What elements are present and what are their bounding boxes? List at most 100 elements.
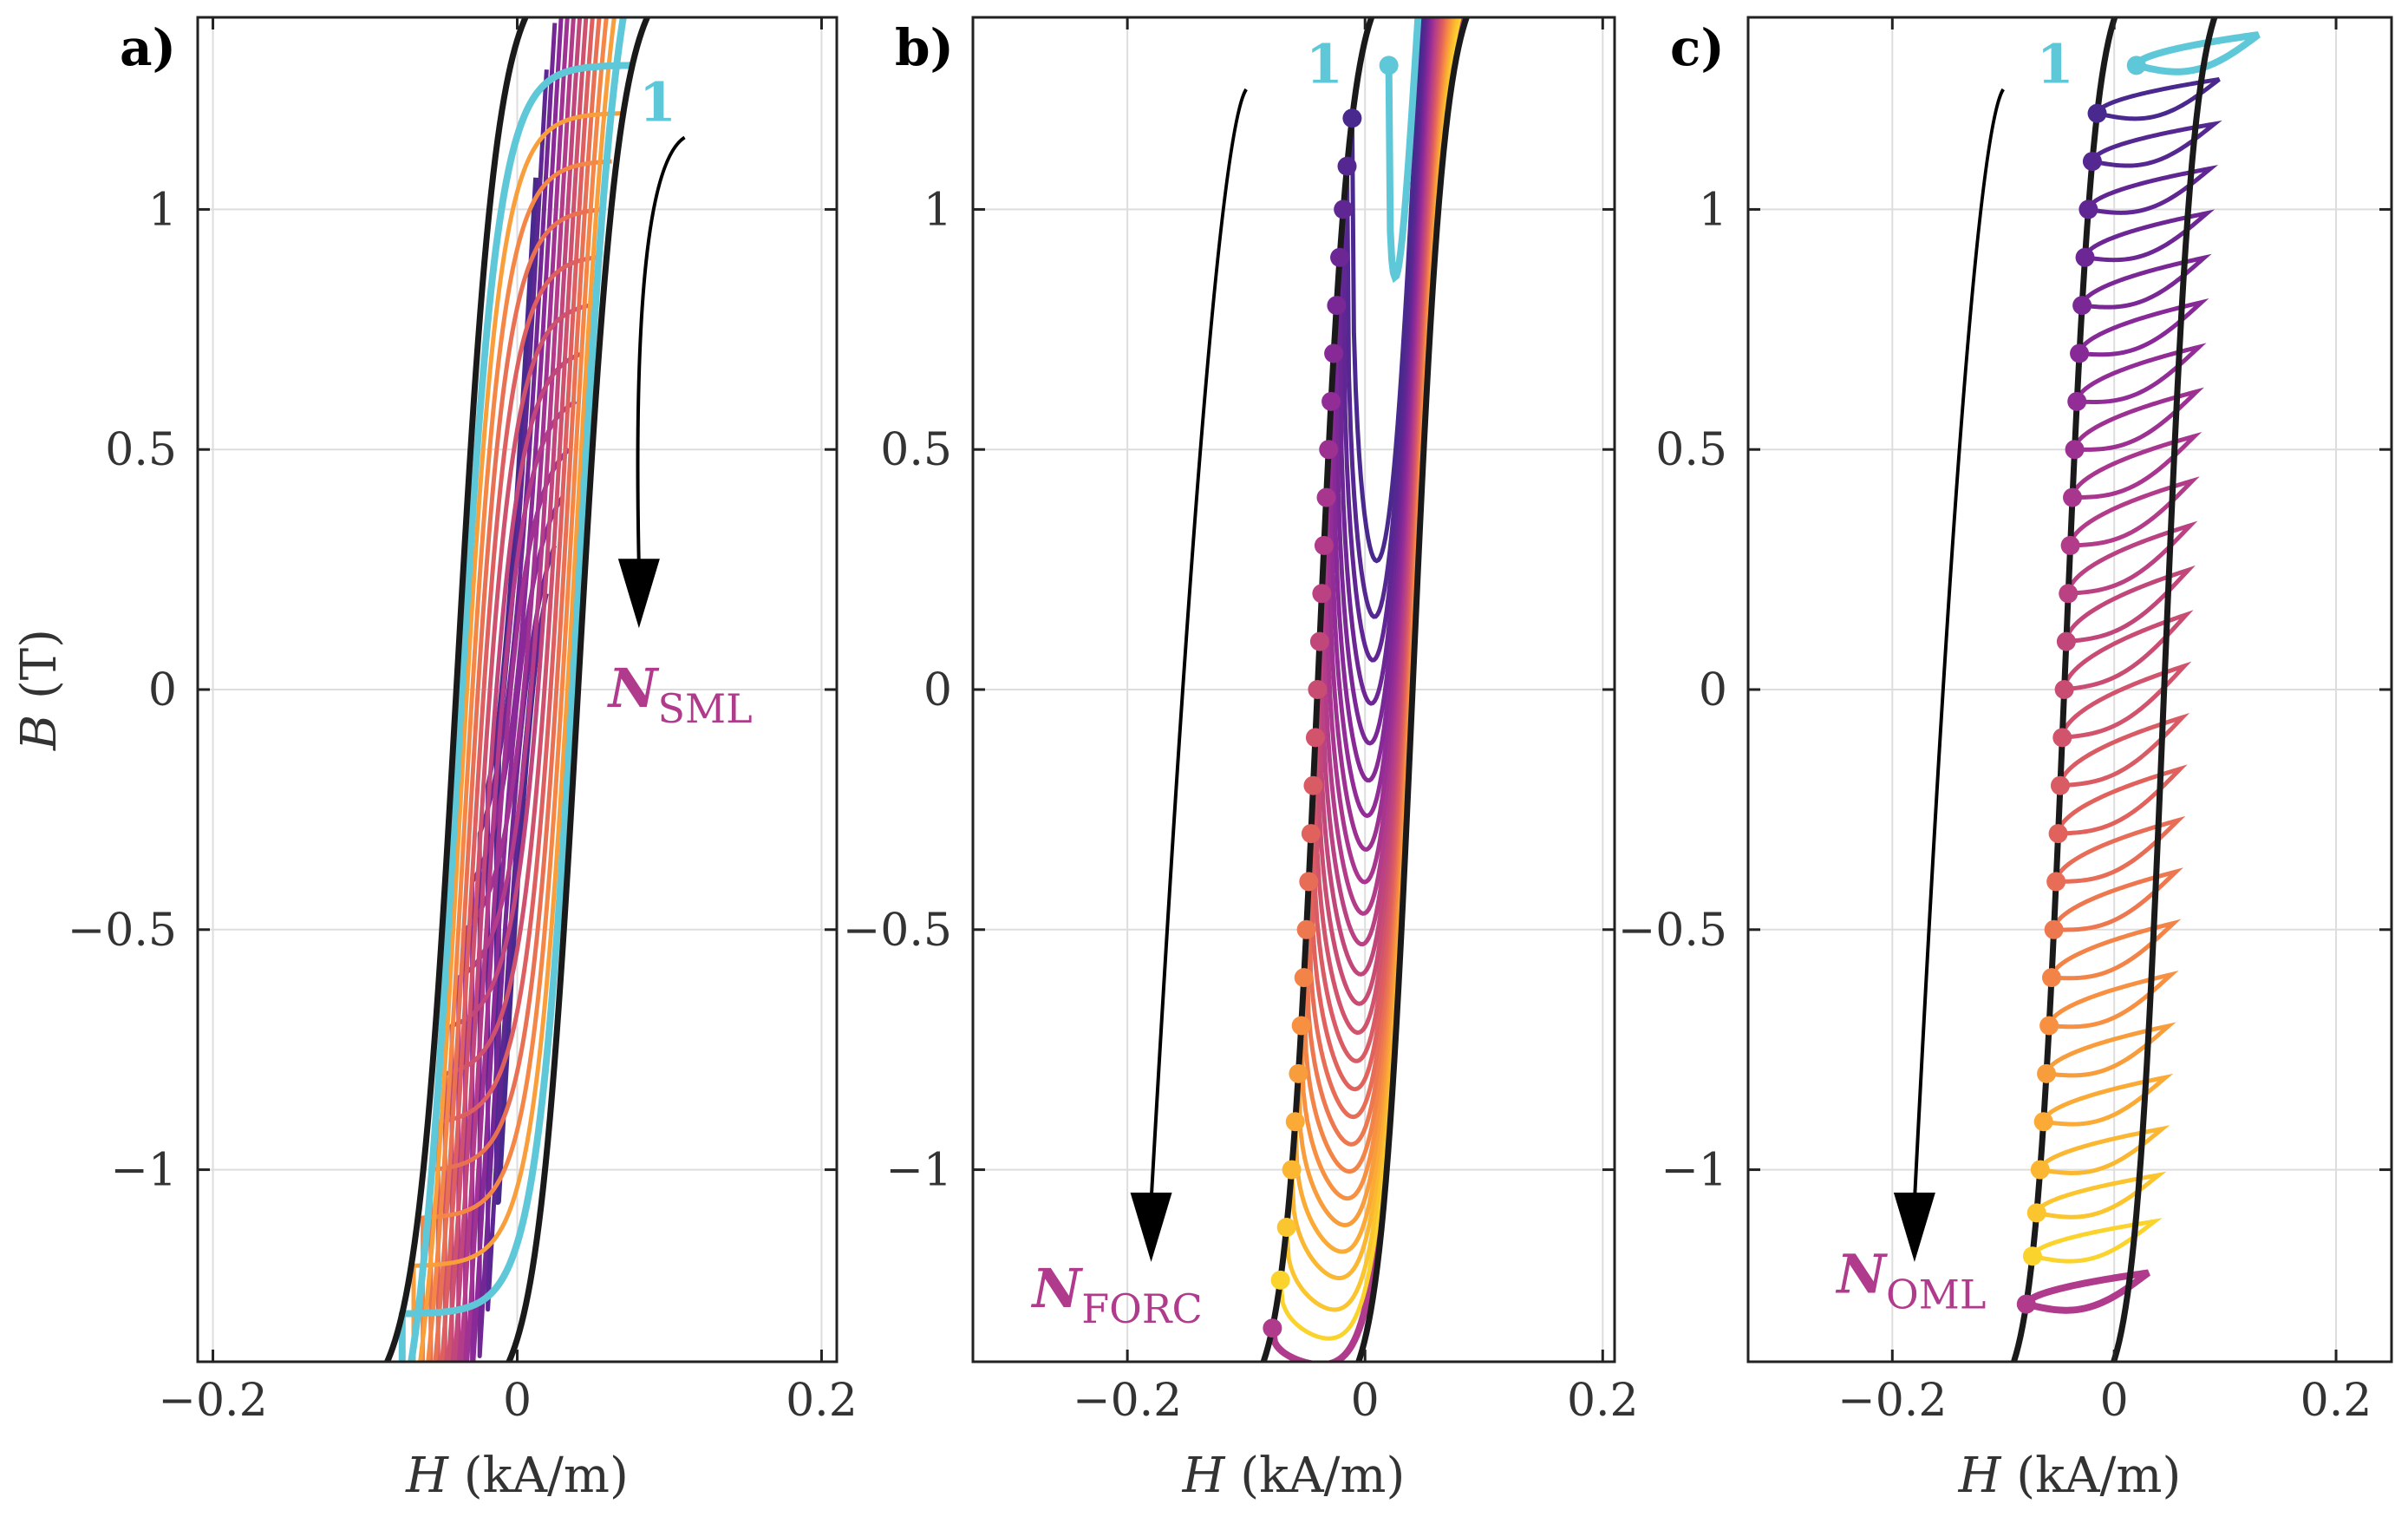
forc-curve	[1345, 17, 1426, 619]
x-axis-label: H (kA/m)	[1182, 1448, 1406, 1504]
reversal-point-marker	[2075, 247, 2095, 267]
y-axis-label: B (T)	[11, 629, 68, 751]
forc-curve	[1310, 17, 1444, 1063]
forc-curve	[1313, 17, 1442, 1036]
forc-curve	[1299, 17, 1452, 1201]
reversal-point-marker	[1294, 968, 1314, 988]
last-loop-label: NSML	[607, 657, 753, 732]
major-loop-ascending	[506, 17, 651, 1362]
reversal-point-marker	[1327, 296, 1347, 316]
offset-minor-loop	[2064, 565, 2196, 644]
direction-arrow	[1149, 88, 1248, 1202]
forc-curve	[1337, 17, 1429, 706]
offset-minor-loop	[2072, 387, 2204, 452]
reversal-point-marker	[2082, 152, 2102, 172]
x-axis-label-unit: (kA/m)	[2001, 1448, 2182, 1504]
y-axis-label-unit: (T)	[11, 629, 68, 715]
reversal-point-marker	[2067, 391, 2087, 411]
direction-arrow	[1912, 88, 2005, 1202]
reversal-point-marker	[1305, 728, 1325, 748]
reversal-point-marker	[2078, 199, 2098, 219]
x-axis-label-unit: (kA/m)	[448, 1448, 629, 1504]
offset-minor-loop	[2065, 520, 2198, 596]
reversal-point-marker	[1276, 1218, 1296, 1237]
reversal-point-marker	[1289, 1063, 1308, 1083]
first-loop-label: 1	[639, 71, 676, 134]
first-loop-label: 1	[1306, 32, 1343, 95]
reversal-point-marker	[1316, 487, 1336, 507]
x-tick-label: −0.2	[1837, 1375, 1947, 1427]
y-tick-label: −1	[885, 1145, 952, 1197]
forc-curve	[1324, 17, 1436, 885]
reversal-point-marker	[1308, 680, 1328, 699]
x-tick-label: 0	[1351, 1375, 1380, 1427]
forc-curve	[1306, 17, 1446, 1120]
reversal-point-marker	[2037, 1063, 2057, 1083]
offset-minor-loop	[2041, 1073, 2174, 1127]
forc-curve	[1334, 17, 1431, 746]
reversal-point-marker	[1334, 199, 1354, 219]
y-tick-label: −0.5	[68, 905, 177, 957]
first-offset-loop	[2133, 31, 2261, 75]
forc-curve	[1319, 17, 1439, 947]
x-axis-label-var: H	[1958, 1448, 2002, 1504]
x-axis-label: H (kA/m)	[1958, 1448, 2182, 1504]
y-axis-label-var: B	[11, 715, 68, 751]
major-loop-ascending	[2110, 17, 2218, 1362]
reversal-point-marker	[2041, 968, 2061, 988]
x-axis-label: H (kA/m)	[405, 1448, 629, 1504]
y-tick-label: 1	[1699, 184, 1727, 236]
forc-curve	[1341, 17, 1427, 663]
plot-area	[1260, 17, 1471, 1362]
reversal-point-marker	[1309, 631, 1329, 651]
panel-label: b)	[895, 18, 954, 77]
reversal-point-marker	[2050, 775, 2070, 795]
offset-minor-loop	[2090, 120, 2222, 168]
y-tick-label: 0	[148, 664, 177, 716]
reversal-point-marker	[1324, 343, 1344, 363]
plot-area	[383, 17, 651, 1362]
offset-minor-loop	[2049, 919, 2182, 981]
offset-minor-loop	[2059, 661, 2192, 740]
y-tick-label: 0.5	[1655, 424, 1727, 476]
x-tick-label: −0.2	[158, 1375, 267, 1427]
forc-curve	[1293, 17, 1455, 1254]
reversal-point-marker	[1282, 1160, 1302, 1180]
y-tick-label: −0.5	[1618, 905, 1727, 957]
x-tick-label: 0	[2100, 1375, 2129, 1427]
arrow-head	[1893, 1193, 1935, 1262]
reversal-point-marker	[2016, 1294, 2036, 1314]
last-loop-label: NOML	[1835, 1242, 1986, 1318]
y-tick-label: 0	[1699, 664, 1727, 716]
x-axis-label-unit: (kA/m)	[1225, 1448, 1406, 1504]
y-tick-label: 1	[148, 184, 177, 236]
offset-minor-loop	[2034, 1171, 2167, 1219]
reversal-point-marker	[1319, 440, 1339, 460]
offset-minor-loop	[2095, 76, 2221, 121]
panel-b: −0.2 0 0.2 −1 −0.5 0 0.5 1 H (kA/m) b) 1 NFORC	[843, 16, 1639, 1504]
offset-minor-loop	[2053, 815, 2186, 884]
first-loop-label: 1	[2037, 32, 2074, 95]
reversal-point-marker	[1285, 1112, 1305, 1132]
forc-curve	[1328, 17, 1433, 819]
reversal-point-marker	[1330, 247, 1350, 267]
reversal-point-marker	[2072, 296, 2092, 316]
reversal-point-marker	[1337, 156, 1357, 176]
forc-curve	[1331, 17, 1432, 783]
reversal-point-marker	[2022, 1246, 2042, 1266]
reversal-point-marker	[1303, 775, 1323, 795]
major-loop-descending	[2010, 17, 2118, 1362]
plot-area	[2010, 17, 2261, 1362]
forc-curve	[1302, 17, 1450, 1174]
offset-minor-loop	[2030, 1218, 2163, 1264]
reversal-point-marker	[2063, 487, 2083, 507]
offset-minor-loop	[2070, 431, 2202, 500]
arrow-head	[617, 559, 660, 629]
forc-curve	[1317, 17, 1439, 977]
reversal-point-marker	[1342, 108, 1362, 128]
reversal-point-marker	[2026, 1203, 2046, 1223]
reversal-point-marker	[2060, 535, 2080, 555]
forc-curve	[1295, 17, 1453, 1228]
forc-curve	[1308, 17, 1445, 1092]
reversal-point-marker	[2046, 872, 2066, 892]
